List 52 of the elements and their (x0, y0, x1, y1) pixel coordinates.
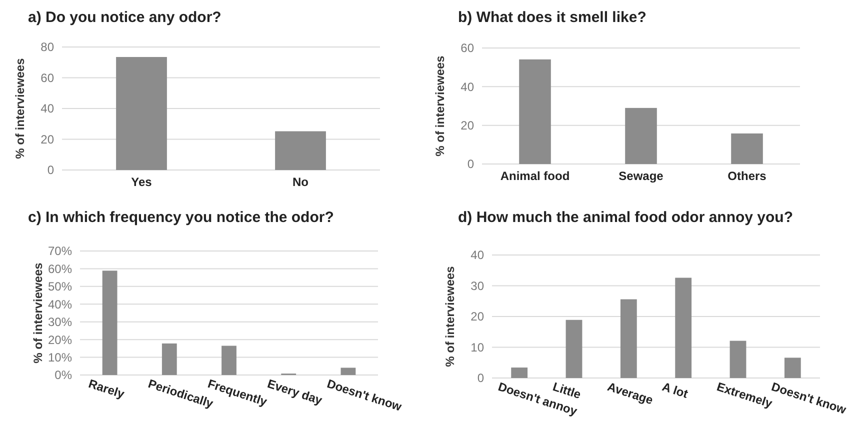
bar (675, 278, 692, 378)
y-axis-title: % of interviewees (443, 266, 457, 367)
y-tick-label: 20 (460, 118, 474, 133)
bar (625, 108, 657, 164)
y-tick-label: 20% (48, 332, 72, 347)
x-tick-label: A lot (660, 380, 690, 401)
y-tick-label: 0% (54, 368, 72, 382)
y-tick-label: 40 (460, 80, 474, 94)
x-tick-label: Every day (266, 376, 324, 408)
x-tick-label: Rarely (86, 376, 126, 402)
y-tick-label: 60 (460, 41, 474, 56)
y-tick-label: 10 (470, 340, 484, 354)
y-axis-title: % of interviewees (31, 262, 45, 364)
y-tick-label: 40 (40, 102, 54, 116)
y-tick-label: 80 (40, 40, 54, 54)
bar (784, 358, 801, 378)
x-tick-label: Others (728, 169, 767, 183)
x-tick-label: No (292, 175, 308, 189)
bar (222, 346, 236, 375)
y-tick-label: 10% (48, 350, 72, 364)
bar (731, 133, 763, 164)
y-tick-label: 40% (48, 297, 72, 312)
chart-title: b) What does it smell like? (458, 9, 646, 26)
y-axis-title: % of interviewees (433, 55, 447, 156)
bar (162, 343, 177, 375)
y-tick-label: 20 (470, 310, 484, 324)
y-tick-label: 60% (48, 262, 72, 276)
bar (730, 340, 746, 378)
x-tick-label: Sewage (618, 169, 664, 183)
y-tick-label: 30 (470, 278, 484, 293)
chart-title: c) In which frequency you notice the odor? (28, 209, 334, 226)
chart-title: a) Do you notice any odor? (28, 9, 222, 26)
bar (340, 368, 356, 375)
bar (519, 59, 551, 164)
y-tick-label: 40 (470, 248, 484, 262)
x-tick-label: Little (551, 380, 583, 402)
bar (102, 270, 118, 375)
y-tick-label: 0 (477, 371, 484, 386)
y-tick-label: 0 (467, 157, 474, 172)
y-tick-label: 30% (48, 315, 72, 330)
y-tick-label: 50% (48, 280, 72, 294)
y-tick-label: 60 (40, 70, 54, 85)
y-tick-label: 20 (40, 132, 54, 146)
x-tick-label: Animal food (500, 169, 570, 183)
y-tick-label: 70% (48, 244, 72, 258)
chart-title: d) How much the animal food odor annoy you? (458, 209, 793, 226)
x-tick-label: Yes (131, 175, 152, 189)
bar (511, 368, 528, 378)
bar (620, 299, 637, 378)
y-axis-title: % of interviewees (13, 58, 27, 159)
bar (566, 320, 582, 378)
y-tick-label: 0 (47, 163, 54, 178)
